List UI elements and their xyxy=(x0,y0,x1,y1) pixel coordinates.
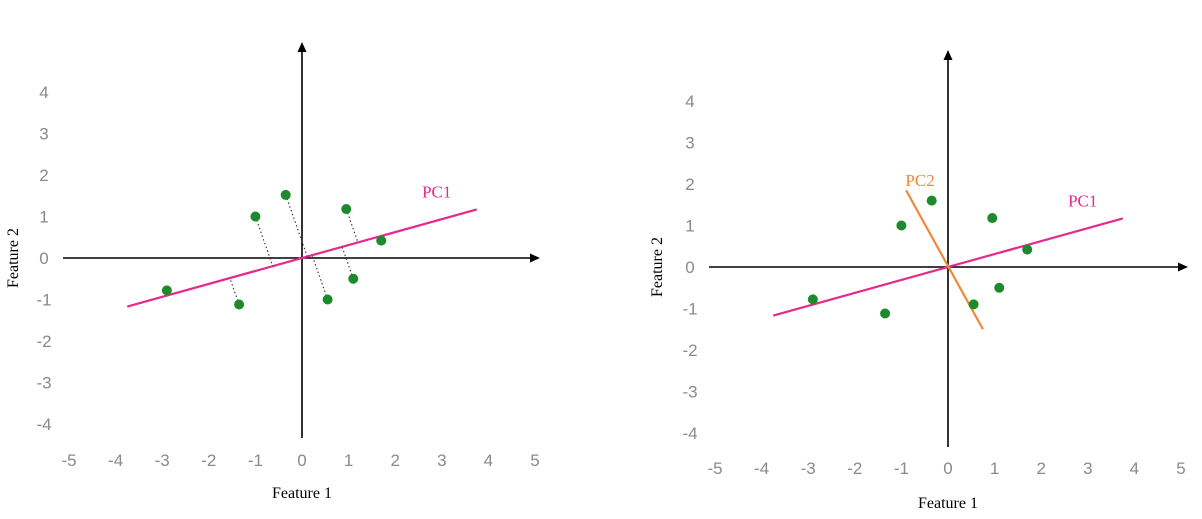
x-axis-title: Feature 1 xyxy=(918,495,978,512)
x-tick-label: 0 xyxy=(943,459,952,478)
x-tick-label: 1 xyxy=(344,451,353,470)
y-tick-label: -4 xyxy=(682,424,697,443)
y-tick-label: 3 xyxy=(39,125,48,144)
y-tick-label: -3 xyxy=(36,374,51,393)
y-axis-arrow-icon xyxy=(943,50,953,60)
y-axis-title: Feature 2 xyxy=(5,228,22,288)
y-tick-label: -3 xyxy=(682,383,697,402)
pca-plot-1: -5 -4 -3 -2 -1 0 1 2 3 4 5 4 3 2 1 0 -1 -2 -3 -4 Feature 1 Fe… xyxy=(5,42,540,502)
x-axis-arrow-icon xyxy=(530,253,540,263)
y-tick-label: 0 xyxy=(39,249,48,268)
data-point xyxy=(896,220,907,231)
y-tick-label: -2 xyxy=(36,332,51,351)
pca-plot-2: -5 -4 -3 -2 -1 0 1 2 3 4 5 4 3 2 1 0 -1 -2 -3 -4 Feature 1 Fe… xyxy=(649,50,1188,512)
x-tick-label: 3 xyxy=(1083,459,1092,478)
data-point xyxy=(250,211,261,222)
data-point xyxy=(376,235,387,246)
data-point xyxy=(968,299,979,310)
x-tick-label: 5 xyxy=(1176,459,1185,478)
x-tick-label: 2 xyxy=(1036,459,1045,478)
pc1-line xyxy=(126,208,478,308)
y-tick-label: 2 xyxy=(39,166,48,185)
y-tick-label: 2 xyxy=(685,175,694,194)
y-tick-label: 3 xyxy=(685,134,694,153)
x-tick-label: -4 xyxy=(108,451,123,470)
x-tick-label: 4 xyxy=(1130,459,1139,478)
x-tick-label: -1 xyxy=(248,451,263,470)
x-tick-label: -2 xyxy=(847,459,862,478)
projection-line xyxy=(345,208,359,243)
y-axis-arrow-icon xyxy=(297,42,307,52)
projection-line xyxy=(254,216,274,267)
x-tick-label: -5 xyxy=(61,451,76,470)
y-tick-label: -1 xyxy=(682,300,697,319)
data-point xyxy=(161,285,172,296)
data-point xyxy=(880,308,891,319)
projection-line xyxy=(341,246,354,279)
x-axis-title: Feature 1 xyxy=(272,485,332,502)
data-point xyxy=(348,273,359,284)
y-tick-label: -4 xyxy=(36,415,51,434)
pc1-label: PC1 xyxy=(1068,191,1097,210)
y-tick-label: 1 xyxy=(39,208,48,227)
pc1-label: PC1 xyxy=(422,182,451,201)
data-point xyxy=(1022,244,1033,255)
data-point xyxy=(926,195,937,206)
data-point xyxy=(234,299,245,310)
data-point xyxy=(322,294,333,305)
y-tick-label: 4 xyxy=(39,83,48,102)
x-axis-arrow-icon xyxy=(1178,262,1188,272)
data-point xyxy=(987,213,998,224)
y-tick-label: -1 xyxy=(36,291,51,310)
data-point xyxy=(994,282,1005,293)
y-tick-label: 1 xyxy=(685,217,694,236)
data-point xyxy=(807,294,818,305)
x-tick-label: -1 xyxy=(894,459,909,478)
data-point xyxy=(341,204,352,215)
x-tick-label: -3 xyxy=(155,451,170,470)
x-tick-label: 4 xyxy=(484,451,493,470)
x-tick-label: 0 xyxy=(297,451,306,470)
projection-line xyxy=(311,255,329,300)
x-tick-label: -4 xyxy=(754,459,769,478)
y-tick-label: -2 xyxy=(682,341,697,360)
x-tick-label: 3 xyxy=(437,451,446,470)
pc2-label: PC2 xyxy=(905,171,934,190)
x-tick-label: 2 xyxy=(390,451,399,470)
x-tick-label: -3 xyxy=(801,459,816,478)
y-tick-label: 0 xyxy=(685,258,694,277)
x-tick-label: 1 xyxy=(990,459,999,478)
x-tick-label: 5 xyxy=(530,451,539,470)
projection-line xyxy=(285,194,308,257)
y-axis-title: Feature 2 xyxy=(649,237,666,297)
data-point xyxy=(280,189,291,200)
x-tick-label: -5 xyxy=(707,459,722,478)
y-tick-label: 4 xyxy=(685,92,694,111)
x-tick-label: -2 xyxy=(201,451,216,470)
